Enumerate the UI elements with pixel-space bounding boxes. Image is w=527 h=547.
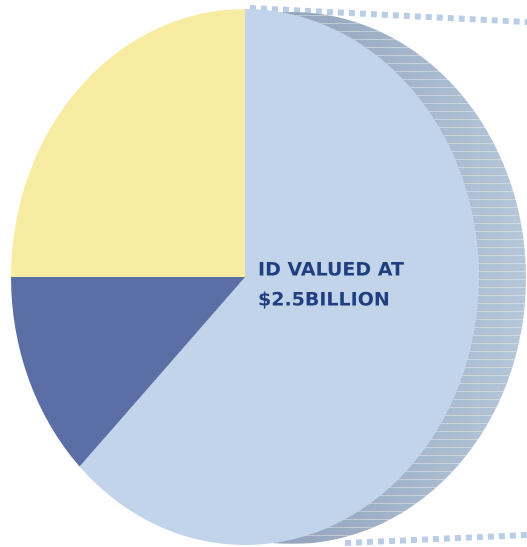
- dotted-guide: [344, 532, 527, 546]
- pie-slice: [11, 277, 245, 467]
- dotted-guide: [249, 5, 527, 25]
- pie-slice: [11, 9, 245, 277]
- annotation: $2.5BILLION: [258, 289, 390, 311]
- pie-slice: [79, 9, 479, 545]
- annotation: ID VALUED AT: [258, 259, 404, 281]
- pie: [11, 9, 479, 545]
